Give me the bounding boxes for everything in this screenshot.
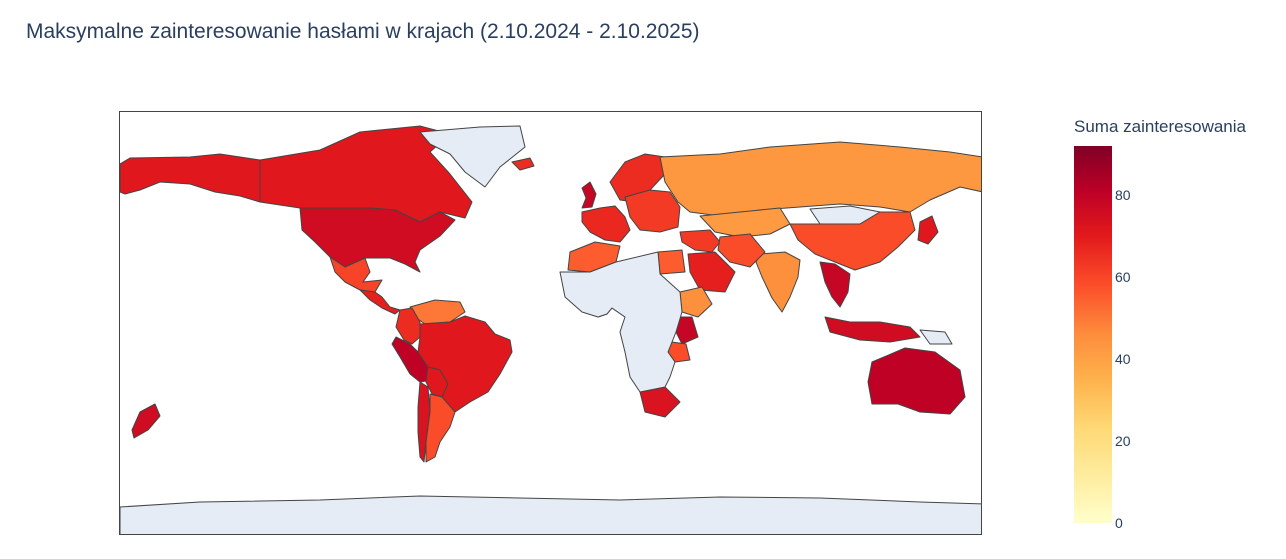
colorbar-gradient — [1074, 146, 1112, 523]
region-united-states[interactable] — [299, 207, 456, 273]
region-chile[interactable] — [417, 381, 431, 463]
colorbar-tick-label: 80 — [1115, 187, 1131, 204]
region-iceland[interactable] — [511, 157, 535, 171]
region-new-zealand[interactable] — [131, 403, 161, 439]
region-china[interactable] — [789, 211, 916, 271]
chart-title: Maksymalne zainteresowanie hasłami w kra… — [26, 20, 700, 43]
colorbar-tick-label: 40 — [1115, 351, 1131, 368]
region-saudi-arabia[interactable] — [687, 251, 736, 293]
region-iran[interactable] — [717, 233, 766, 268]
region-kazakhstan[interactable] — [699, 207, 791, 238]
region-mexico[interactable] — [329, 256, 383, 293]
region-central-america[interactable] — [359, 289, 401, 315]
region-indonesia[interactable] — [824, 316, 921, 343]
colorbar-title: Suma zainteresowania — [1074, 117, 1246, 136]
region-colombia[interactable] — [395, 307, 421, 345]
region-south-africa[interactable] — [639, 386, 681, 418]
region-australia[interactable] — [867, 347, 966, 415]
colorbar-tick-label: 60 — [1115, 269, 1131, 286]
region-antarctica[interactable] — [120, 495, 982, 535]
region-argentina[interactable] — [425, 393, 456, 463]
map-svg — [120, 125, 982, 535]
region-greenland[interactable] — [419, 125, 526, 188]
colorbar-tick-label: 20 — [1115, 433, 1131, 450]
region-russia[interactable] — [659, 141, 982, 217]
region-ethiopia[interactable] — [679, 286, 713, 318]
region-eastern-europe[interactable] — [624, 189, 681, 233]
region-southeast-asia[interactable] — [819, 261, 851, 308]
colorbar-tick-label: 0 — [1115, 515, 1123, 531]
region-western-europe[interactable] — [581, 205, 631, 243]
region-india[interactable] — [755, 251, 801, 313]
region-middle-east[interactable] — [679, 229, 721, 253]
region-united-kingdom[interactable] — [581, 181, 597, 209]
region-egypt[interactable] — [657, 249, 686, 275]
region-japan[interactable] — [917, 215, 939, 245]
world-map[interactable] — [119, 111, 982, 535]
region-alaska[interactable] — [120, 153, 261, 203]
region-papua-new-guinea[interactable] — [919, 329, 953, 345]
region-africa-rest[interactable] — [559, 251, 683, 393]
